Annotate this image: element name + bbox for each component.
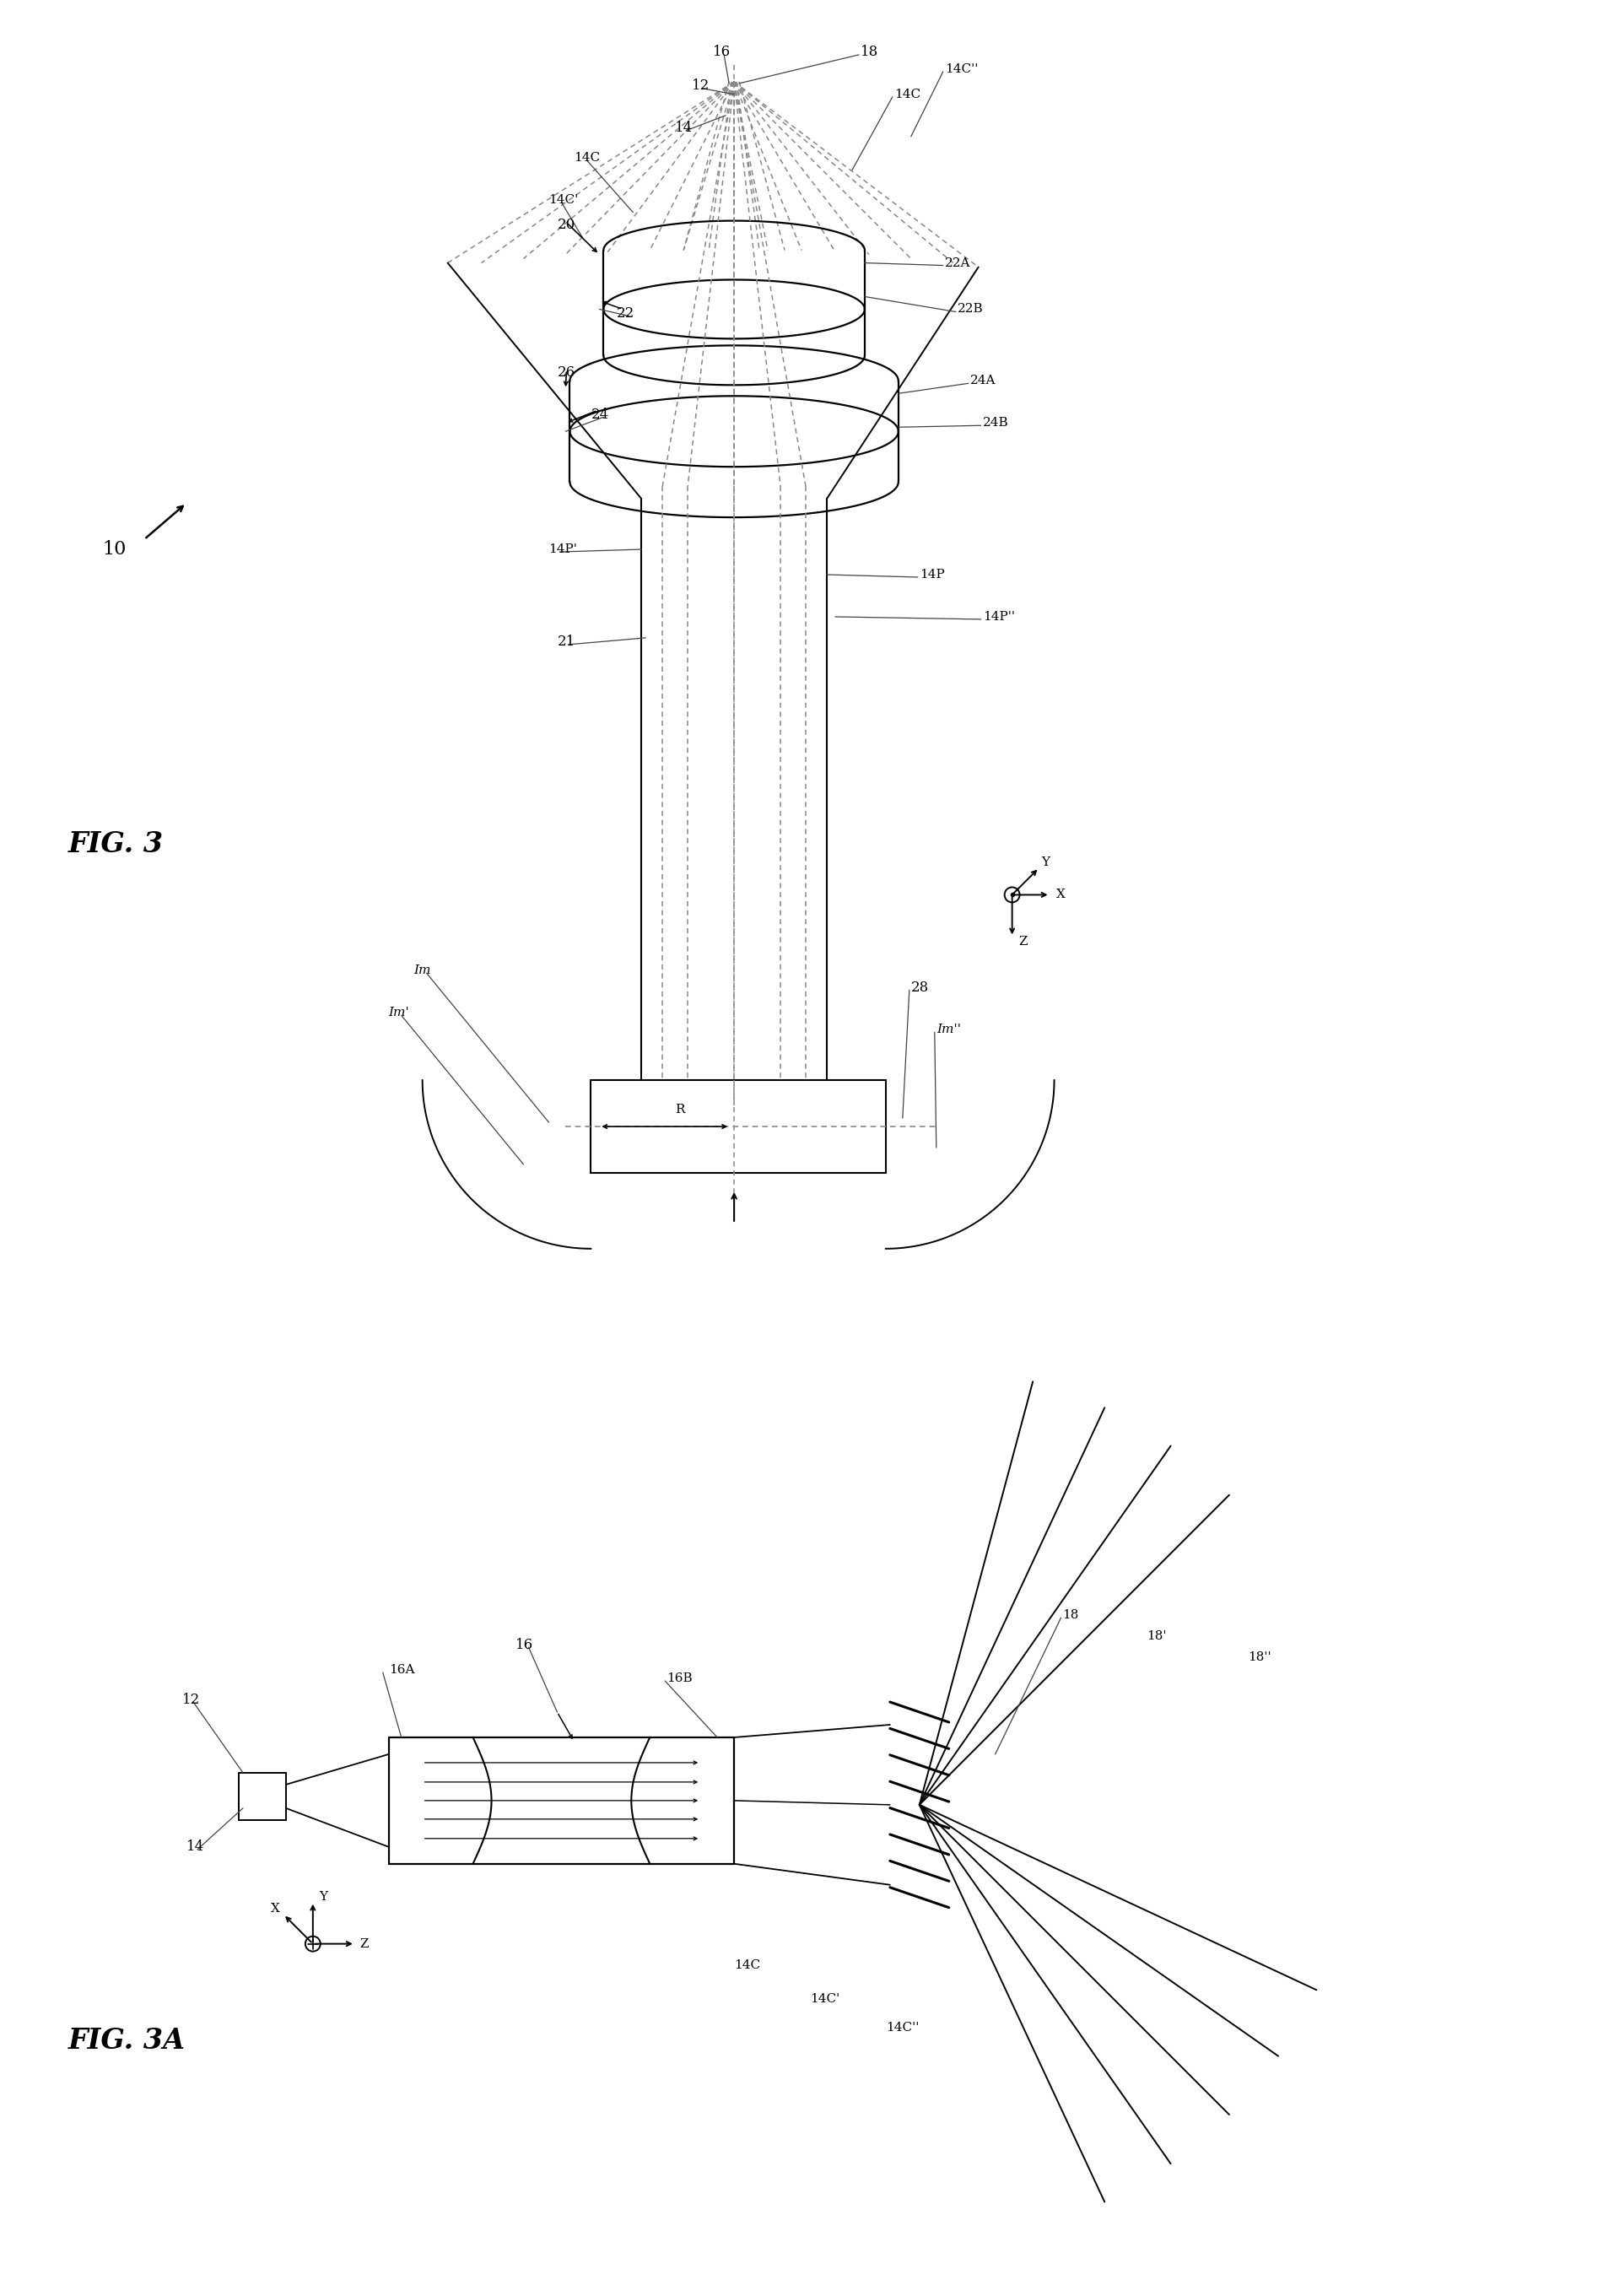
Text: X: X [1056, 889, 1064, 900]
Text: 14C'': 14C'' [944, 64, 978, 76]
Text: 12: 12 [183, 1692, 200, 1706]
Text: 14C: 14C [574, 152, 600, 163]
Text: Y: Y [1042, 856, 1050, 868]
Text: Z: Z [1020, 937, 1028, 948]
Text: 14C: 14C [734, 1958, 760, 1970]
Text: 18: 18 [861, 46, 878, 60]
Text: 14C'': 14C'' [886, 2023, 919, 2034]
Text: 14P': 14P' [548, 544, 577, 556]
Text: FIG. 3A: FIG. 3A [69, 2027, 186, 2055]
Text: Im: Im [414, 964, 431, 976]
Text: 14C': 14C' [810, 1993, 840, 2004]
Text: 10: 10 [103, 540, 127, 558]
Text: 28: 28 [911, 980, 930, 994]
Text: 14P'': 14P'' [983, 611, 1015, 622]
Text: 16B: 16B [667, 1671, 692, 1685]
Text: 26: 26 [558, 365, 575, 379]
Text: 14: 14 [186, 1839, 205, 1855]
Text: 14C': 14C' [548, 193, 579, 207]
Text: 24: 24 [592, 406, 609, 422]
Text: 16: 16 [713, 46, 731, 60]
Text: Im': Im' [388, 1008, 410, 1019]
Text: Z: Z [361, 1938, 369, 1949]
Text: 20: 20 [558, 218, 575, 232]
Text: 16A: 16A [388, 1665, 415, 1676]
Text: Y: Y [319, 1890, 327, 1903]
Text: X: X [271, 1903, 281, 1915]
Text: 14: 14 [675, 122, 692, 135]
Text: Im'': Im'' [936, 1024, 960, 1035]
Text: 12: 12 [692, 78, 710, 94]
Text: 16: 16 [515, 1637, 532, 1651]
Text: 21: 21 [558, 636, 575, 650]
Text: 14C: 14C [894, 90, 920, 101]
Text: 24A: 24A [970, 374, 995, 386]
Text: 24B: 24B [983, 418, 1008, 429]
Text: 14P: 14P [920, 569, 944, 581]
Text: R: R [675, 1104, 684, 1116]
Text: 18: 18 [1063, 1609, 1079, 1621]
Text: 18'': 18'' [1249, 1651, 1271, 1662]
Text: 22: 22 [616, 305, 635, 321]
Text: 22A: 22A [944, 257, 970, 269]
Text: 22B: 22B [957, 303, 983, 315]
Text: 18': 18' [1146, 1630, 1167, 1642]
Text: FIG. 3: FIG. 3 [69, 831, 164, 859]
